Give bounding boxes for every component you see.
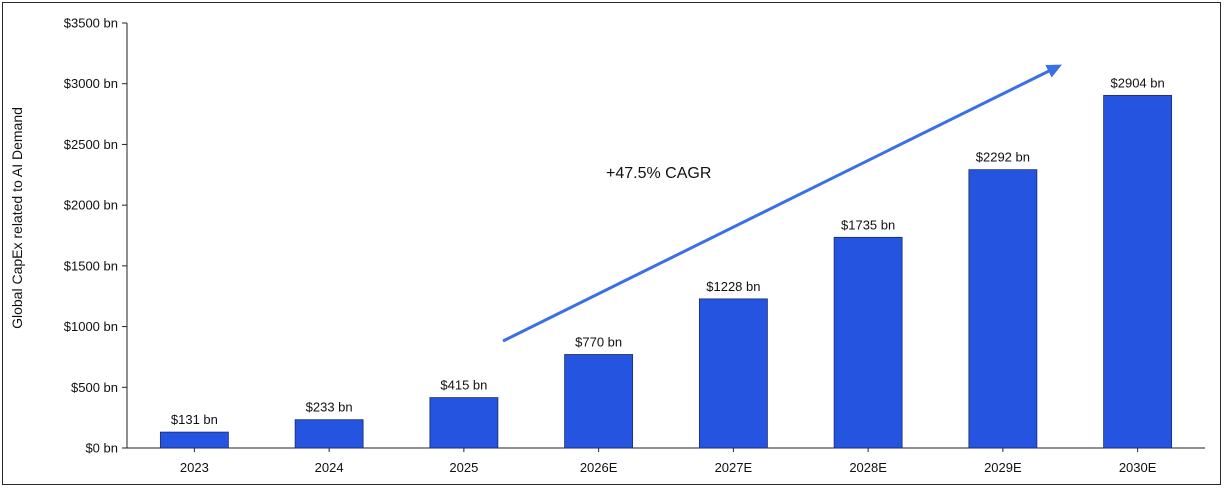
x-tick-label: 2024 [315,460,344,475]
bar-value-label: $415 bn [440,378,487,393]
bar-value-label: $233 bn [306,400,353,415]
bar-value-label: $131 bn [171,412,218,427]
x-tick-label: 2025 [449,460,478,475]
y-tick-label: $2000 bn [64,198,118,213]
bar [833,236,903,449]
bar [698,298,768,449]
x-tick-label: 2023 [180,460,209,475]
bar-value-label: $2904 bn [1111,75,1165,90]
y-tick-label: $1500 bn [64,258,118,273]
bars [159,94,1173,449]
x-tick-label: 2030E [1119,460,1157,475]
data-labels: $131 bn $233 bn $415 bn $770 bn $1228 bn $173… [171,75,1165,427]
cagr-arrow [502,67,1054,343]
bar [968,169,1038,449]
bar-value-label: $1228 bn [706,279,760,294]
x-tick-label: 2029E [984,460,1022,475]
bar [159,431,229,449]
cagr-arrowhead [1045,64,1062,78]
x-tick-label: 2028E [849,460,887,475]
x-tick-label: 2027E [715,460,753,475]
cagr-label: +47.5% CAGR [606,165,711,182]
y-tick-label: $1000 bn [64,319,118,334]
y-tick-label: $500 bn [71,380,118,395]
y-tick-label: $3500 bn [64,16,118,31]
y-tick-label: $2500 bn [64,137,118,152]
cagr-annotation: +47.5% CAGR [502,64,1062,343]
bar [1103,94,1173,449]
bar-value-label: $2292 bn [976,150,1030,165]
bar [429,397,499,449]
y-axis-title: Global CapEx related to AI Demand [9,107,25,329]
bar-value-label: $770 bn [575,335,622,350]
x-tick-label: 2026E [580,460,618,475]
bar [294,419,364,449]
bar [564,354,634,449]
y-tick-label: $3000 bn [64,76,118,91]
y-tick-label: $0 bn [85,441,118,456]
bar-value-label: $1735 bn [841,217,895,232]
